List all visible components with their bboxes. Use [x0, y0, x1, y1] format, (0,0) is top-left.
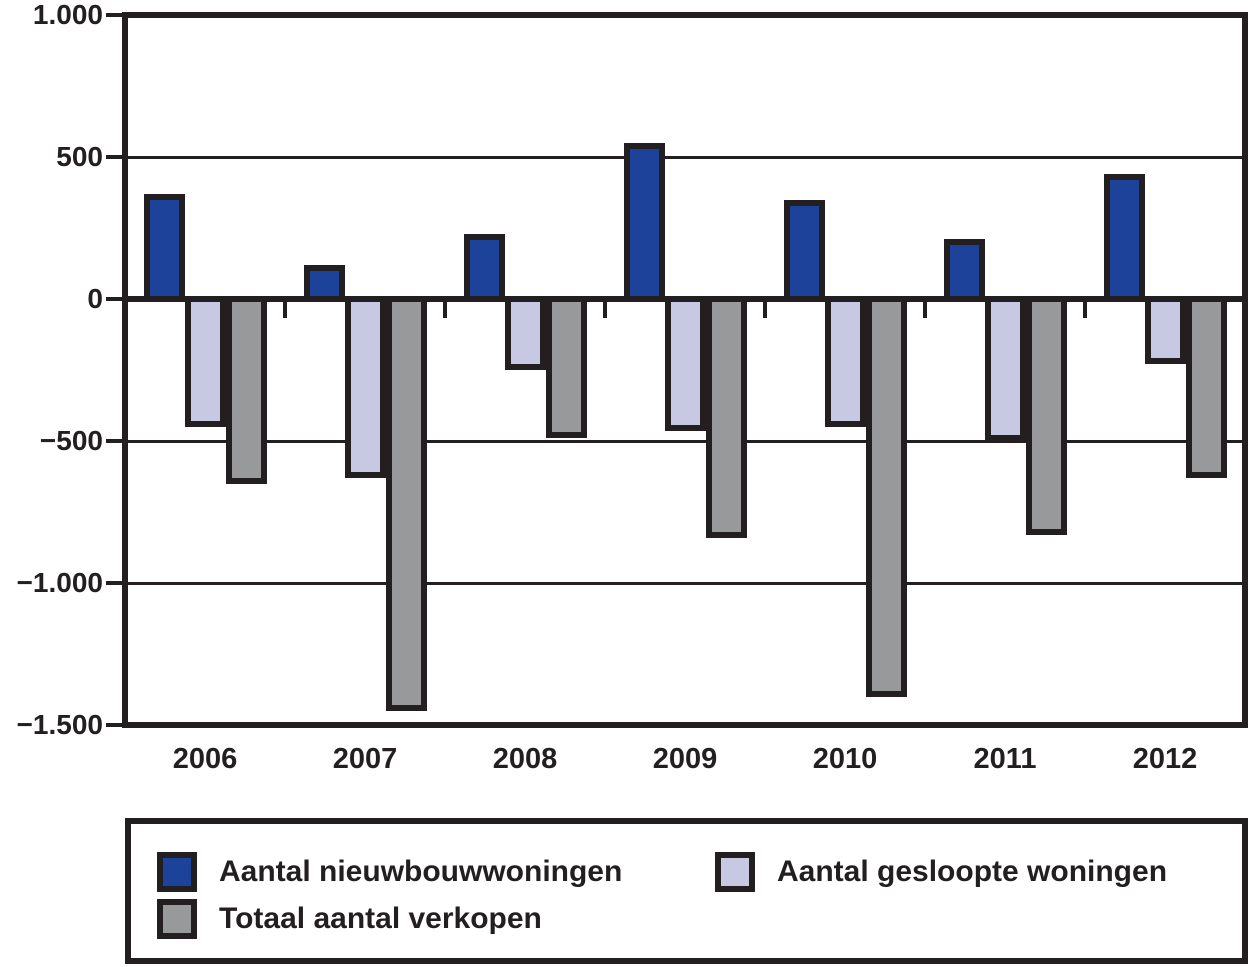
x-axis-label-2006: 2006 — [172, 743, 238, 775]
y-axis-tick — [106, 13, 125, 17]
bar-2011-totaal-aantal-verkopen — [1026, 296, 1067, 535]
bar-2011-aantal-gesloopte-woningen — [985, 296, 1026, 441]
x-axis-tick — [763, 302, 767, 318]
bar-2007-totaal-aantal-verkopen — [386, 296, 427, 711]
legend: Aantal nieuwbouwwoningen Aantal gesloopt… — [125, 818, 1248, 964]
bar-2006-aantal-nieuwbouwwoningen — [144, 194, 185, 302]
x-axis-label-2007: 2007 — [332, 743, 398, 775]
x-axis-label-2008: 2008 — [492, 743, 558, 775]
x-axis-label-2009: 2009 — [652, 743, 718, 775]
bar-2006-totaal-aantal-verkopen — [226, 296, 267, 484]
y-axis-tick-label: −1.500 — [16, 709, 103, 740]
bar-2007-aantal-nieuwbouwwoningen — [304, 265, 345, 302]
gridline--1000 — [125, 582, 1245, 585]
legend-label-nieuwbouwwoningen: Aantal nieuwbouwwoningen — [219, 855, 623, 888]
x-axis-tick — [923, 302, 927, 318]
x-axis-label-2010: 2010 — [812, 743, 878, 775]
legend-item-totaal-verkopen: Totaal aantal verkopen — [157, 899, 542, 939]
bar-2008-totaal-aantal-verkopen — [546, 296, 587, 438]
legend-item-gesloopte-woningen: Aantal gesloopte woningen — [715, 852, 1168, 892]
x-axis-label-2012: 2012 — [1132, 743, 1198, 775]
bar-2012-aantal-gesloopte-woningen — [1145, 296, 1186, 364]
y-axis-tick — [106, 297, 125, 301]
bar-2009-totaal-aantal-verkopen — [706, 296, 747, 538]
y-axis-tick-label: −500 — [39, 425, 103, 456]
x-axis-tick — [443, 302, 447, 318]
y-axis-tick — [106, 155, 125, 159]
y-axis-tick-label: −1.000 — [16, 567, 103, 598]
bar-2009-aantal-gesloopte-woningen — [665, 296, 706, 431]
x-axis-tick — [603, 302, 607, 318]
legend-swatch-blue — [157, 852, 197, 892]
bar-2012-totaal-aantal-verkopen — [1186, 296, 1227, 478]
bar-2010-aantal-nieuwbouwwoningen — [784, 200, 825, 302]
y-axis-tick-label: 0 — [87, 283, 103, 314]
legend-swatch-lavender — [715, 852, 755, 892]
y-axis-tick-label: 500 — [56, 141, 103, 172]
y-axis-tick — [106, 581, 125, 585]
gridline--500 — [125, 440, 1245, 443]
bar-2011-aantal-nieuwbouwwoningen — [944, 239, 985, 302]
bar-2008-aantal-gesloopte-woningen — [505, 296, 546, 370]
gridline-500 — [125, 156, 1245, 159]
y-axis-tick — [106, 723, 125, 727]
bar-2007-aantal-gesloopte-woningen — [345, 296, 386, 478]
bar-2012-aantal-nieuwbouwwoningen — [1104, 174, 1145, 302]
x-axis-tick — [283, 302, 287, 318]
bar-2010-aantal-gesloopte-woningen — [825, 296, 866, 427]
y-axis-tick — [106, 439, 125, 443]
y-axis-tick-label: 1.000 — [32, 0, 103, 30]
bar-2010-totaal-aantal-verkopen — [866, 296, 907, 697]
bar-2009-aantal-nieuwbouwwoningen — [624, 143, 665, 302]
legend-swatch-gray — [157, 899, 197, 939]
x-axis-label-2011: 2011 — [973, 743, 1037, 775]
legend-item-nieuwbouwwoningen: Aantal nieuwbouwwoningen — [157, 852, 623, 892]
x-axis-tick — [1083, 302, 1087, 318]
bar-2006-aantal-gesloopte-woningen — [185, 296, 226, 427]
legend-label-gesloopte-woningen: Aantal gesloopte woningen — [777, 855, 1168, 888]
bar-2008-aantal-nieuwbouwwoningen — [464, 234, 505, 302]
legend-label-totaal-verkopen: Totaal aantal verkopen — [219, 902, 542, 935]
